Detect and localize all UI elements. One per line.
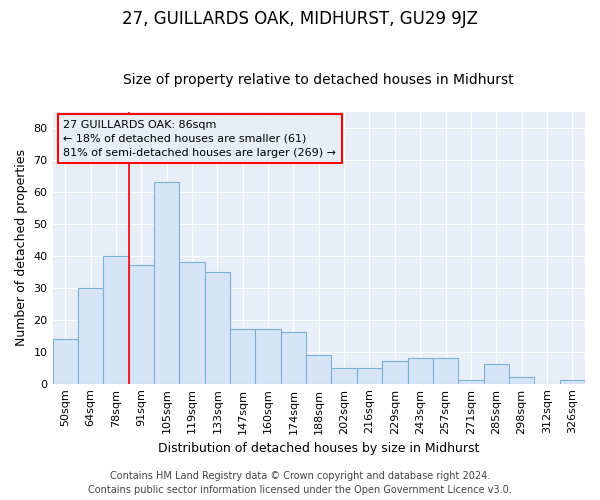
Text: 27, GUILLARDS OAK, MIDHURST, GU29 9JZ: 27, GUILLARDS OAK, MIDHURST, GU29 9JZ (122, 10, 478, 28)
Bar (509, 378, 534, 384)
Bar (357, 368, 382, 384)
X-axis label: Distribution of detached houses by size in Midhurst: Distribution of detached houses by size … (158, 442, 479, 455)
Bar (256, 330, 281, 384)
Bar (103, 256, 128, 384)
Bar (331, 368, 357, 384)
Bar (382, 362, 407, 384)
Bar (458, 380, 484, 384)
Bar (78, 288, 103, 384)
Bar (179, 262, 205, 384)
Bar (306, 355, 331, 384)
Bar (128, 266, 154, 384)
Bar (154, 182, 179, 384)
Text: Contains HM Land Registry data © Crown copyright and database right 2024.
Contai: Contains HM Land Registry data © Crown c… (88, 471, 512, 495)
Text: 27 GUILLARDS OAK: 86sqm
← 18% of detached houses are smaller (61)
81% of semi-de: 27 GUILLARDS OAK: 86sqm ← 18% of detache… (63, 120, 336, 158)
Bar (230, 330, 256, 384)
Bar (205, 272, 230, 384)
Y-axis label: Number of detached properties: Number of detached properties (15, 149, 28, 346)
Title: Size of property relative to detached houses in Midhurst: Size of property relative to detached ho… (124, 73, 514, 87)
Bar (407, 358, 433, 384)
Bar (560, 380, 585, 384)
Bar (433, 358, 458, 384)
Bar (281, 332, 306, 384)
Bar (53, 339, 78, 384)
Bar (484, 364, 509, 384)
